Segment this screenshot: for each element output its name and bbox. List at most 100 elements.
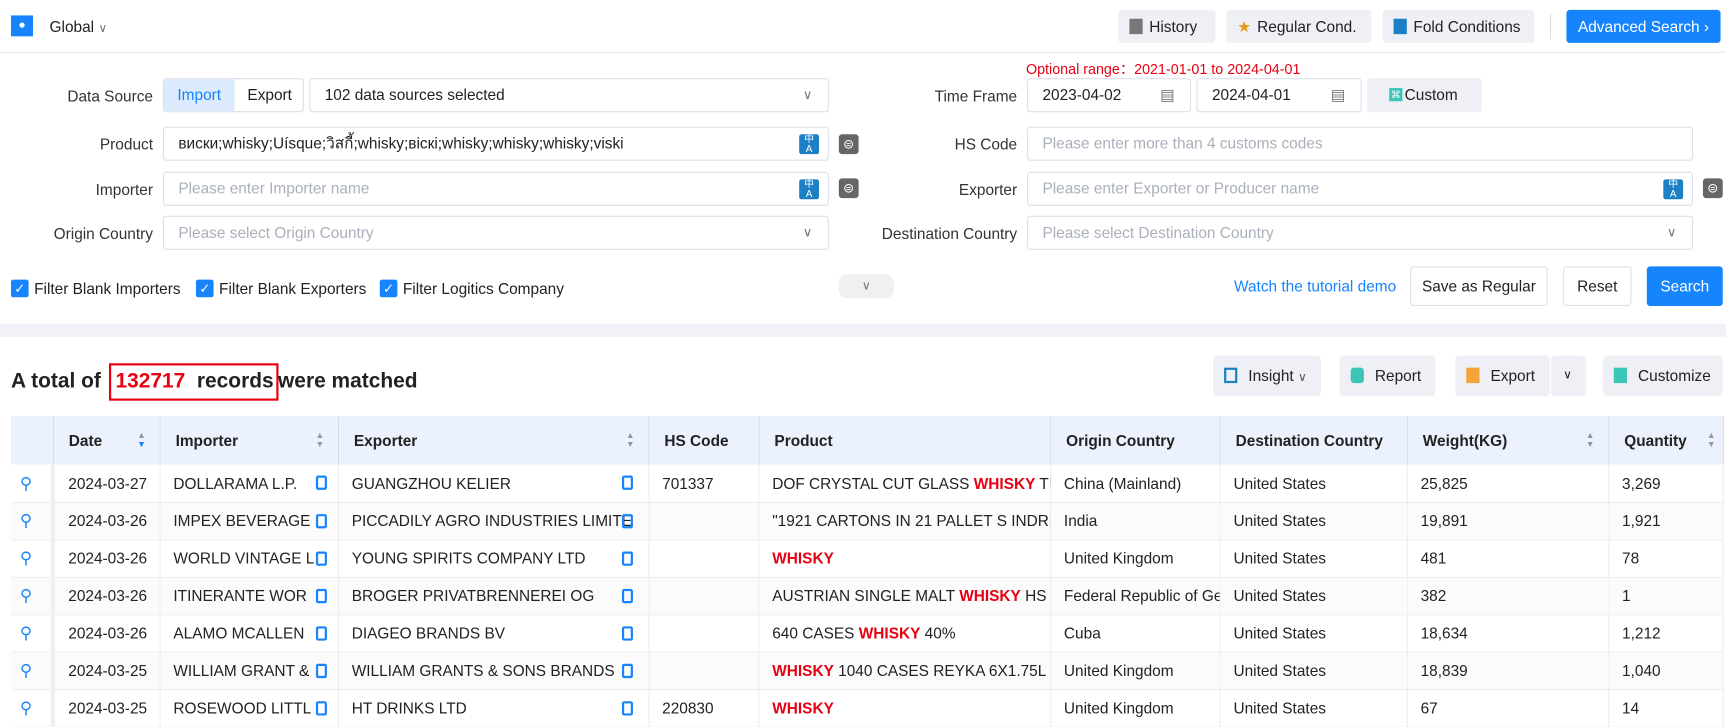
copy-icon[interactable]	[315, 550, 327, 566]
exporter-name[interactable]: PICCADILY AGRO INDUSTRIES LIMITE	[351, 511, 633, 530]
custom-button[interactable]: ⌘ Custom	[1367, 78, 1482, 113]
save-as-regular-button[interactable]: Save as Regular	[1410, 266, 1548, 307]
date-from-input[interactable]: 2023-04-02 ▤	[1027, 78, 1192, 113]
copy-icon[interactable]	[621, 588, 633, 603]
search-icon[interactable]: ⚲	[19, 511, 32, 531]
cell-exporter[interactable]: BROGER PRIVATBRENNEREI OG	[337, 576, 649, 615]
search-detail-icon[interactable]: ⊜	[838, 178, 859, 199]
search-icon[interactable]: ⚲	[19, 549, 32, 569]
region-selector[interactable]: Global ∨	[50, 18, 108, 36]
insight-button[interactable]: Insight ∨	[1213, 355, 1321, 397]
table-row[interactable]: ⚲ 2024-03-26 IMPEX BEVERAGE PICCADILY AG…	[11, 501, 1724, 540]
sort-icon[interactable]: ▲ ▼	[315, 430, 325, 450]
table-row[interactable]: ⚲ 2024-03-26 ITINERANTE WOR BROGER PRIVA…	[11, 576, 1724, 615]
exporter-name[interactable]: DIAGEO BRANDS BV	[351, 624, 506, 642]
search-icon[interactable]: ⚲	[19, 586, 32, 606]
column-date[interactable]: Date ▲ ▼	[52, 416, 161, 465]
sort-icon[interactable]: ▲ ▼	[1706, 430, 1716, 450]
search-detail-icon[interactable]: ⊜	[838, 134, 859, 155]
importer-name[interactable]: ITINERANTE WOR	[173, 586, 307, 605]
importer-name[interactable]: IMPEX BEVERAGE	[173, 511, 311, 530]
copy-icon[interactable]	[315, 625, 327, 641]
cell-importer[interactable]: DOLLARAMA L.P.	[159, 464, 339, 503]
cell-exporter[interactable]: PICCADILY AGRO INDUSTRIES LIMITE	[337, 501, 649, 540]
table-row[interactable]: ⚲ 2024-03-26 ALAMO MCALLEN DIAGEO BRANDS…	[11, 614, 1724, 653]
copy-icon[interactable]	[621, 475, 633, 490]
report-button[interactable]: Report	[1339, 355, 1436, 397]
copy-icon[interactable]	[315, 475, 327, 490]
exporter-name[interactable]: GUANGZHOU KELIER	[351, 474, 511, 492]
copy-icon[interactable]	[621, 700, 633, 715]
importer-name[interactable]: DOLLARAMA L.P.	[173, 474, 298, 492]
cell-importer[interactable]: ROSEWOOD LITTL	[159, 689, 339, 727]
export-tab[interactable]: Export	[247, 85, 292, 104]
column-importer[interactable]: Importer ▲ ▼	[159, 416, 339, 465]
expand-toggle[interactable]: ∨	[838, 274, 894, 299]
filter-blank-importers-checkbox[interactable]: ✓	[11, 279, 29, 298]
copy-icon[interactable]	[315, 663, 327, 678]
cell-importer[interactable]: IMPEX BEVERAGE	[159, 501, 339, 540]
filter-logistics-checkbox[interactable]: ✓	[379, 279, 398, 298]
cell-exporter[interactable]: YOUNG SPIRITS COMPANY LTD	[337, 539, 649, 578]
copy-icon[interactable]	[315, 513, 327, 528]
copy-icon[interactable]	[315, 588, 327, 603]
import-tab[interactable]: Import	[164, 79, 235, 112]
exporter-input[interactable]: Please enter Exporter or Producer name 中 A	[1027, 171, 1694, 206]
fold-conditions-button[interactable]: Fold Conditions	[1382, 9, 1535, 43]
customize-button[interactable]: Customize	[1602, 355, 1723, 397]
date-to-input[interactable]: 2024-04-01 ▤	[1196, 78, 1362, 113]
tutorial-link[interactable]: Watch the tutorial demo	[1233, 277, 1397, 296]
product-input[interactable]: виски;whisky;Uísque;วิสกี้;whisky;віскі;…	[162, 126, 829, 161]
exporter-name[interactable]: YOUNG SPIRITS COMPANY LTD	[351, 549, 586, 567]
sort-icon[interactable]: ▲ ▼	[625, 430, 635, 450]
copy-icon[interactable]	[621, 625, 633, 641]
cell-importer[interactable]: ALAMO MCALLEN	[159, 614, 339, 653]
data-sources-select[interactable]: 102 data sources selected ∨	[309, 78, 829, 113]
filter-blank-exporters-checkbox[interactable]: ✓	[195, 279, 214, 298]
cell-exporter[interactable]: WILLIAM GRANTS & SONS BRANDS	[337, 651, 649, 690]
copy-icon[interactable]	[621, 513, 633, 528]
export-button[interactable]: Export	[1455, 355, 1550, 397]
history-button[interactable]: History	[1118, 9, 1216, 43]
reset-button[interactable]: Reset	[1563, 266, 1632, 307]
copy-icon[interactable]	[315, 700, 327, 715]
importer-name[interactable]: ALAMO MCALLEN	[173, 624, 305, 642]
cell-exporter[interactable]: DIAGEO BRANDS BV	[337, 614, 649, 653]
export-dropdown[interactable]: ∨	[1551, 355, 1587, 397]
regular-cond-button[interactable]: ★ Regular Cond.	[1226, 9, 1372, 43]
table-row[interactable]: ⚲ 2024-03-25 WILLIAM GRANT & WILLIAM GRA…	[11, 651, 1724, 690]
importer-name[interactable]: ROSEWOOD LITTL	[173, 699, 312, 717]
column-quantity[interactable]: Quantity ▲ ▼	[1608, 416, 1724, 465]
importer-name[interactable]: WILLIAM GRANT &	[173, 661, 310, 680]
table-row[interactable]: ⚲ 2024-03-25 ROSEWOOD LITTL HT DRINKS LT…	[11, 689, 1724, 727]
search-icon[interactable]: ⚲	[19, 699, 32, 718]
column-exporter[interactable]: Exporter ▲ ▼	[337, 416, 649, 465]
origin-country-select[interactable]: Please select Origin Country ∨	[162, 215, 829, 250]
cell-importer[interactable]: ITINERANTE WOR	[159, 576, 339, 615]
exporter-name[interactable]: BROGER PRIVATBRENNEREI OG	[351, 586, 595, 605]
search-icon[interactable]: ⚲	[19, 474, 32, 493]
search-icon[interactable]: ⚲	[19, 624, 32, 643]
search-icon[interactable]: ⚲	[19, 661, 32, 681]
importer-input[interactable]: Please enter Importer name 中 A	[162, 171, 829, 206]
search-button[interactable]: Search	[1646, 266, 1723, 307]
table-row[interactable]: ⚲ 2024-03-27 DOLLARAMA L.P. GUANGZHOU KE…	[11, 464, 1724, 503]
exporter-name[interactable]: HT DRINKS LTD	[351, 699, 467, 717]
destination-country-select[interactable]: Please select Destination Country ∨	[1027, 215, 1694, 250]
cell-importer[interactable]: WORLD VINTAGE L	[159, 539, 339, 578]
copy-icon[interactable]	[621, 550, 633, 566]
hs-code-input[interactable]: Please enter more than 4 customs codes	[1027, 126, 1694, 161]
exporter-name[interactable]: WILLIAM GRANTS & SONS BRANDS	[351, 661, 615, 680]
importer-name[interactable]: WORLD VINTAGE L	[173, 549, 315, 567]
cell-exporter[interactable]: GUANGZHOU KELIER	[337, 464, 649, 503]
column-weight[interactable]: Weight(KG) ▲ ▼	[1406, 416, 1609, 465]
search-detail-icon[interactable]: ⊜	[1702, 178, 1723, 199]
advanced-search-button[interactable]: Advanced Search ›	[1566, 9, 1721, 43]
sort-icon[interactable]: ▲ ▼	[1585, 430, 1595, 450]
copy-icon[interactable]	[621, 663, 633, 678]
cell-importer[interactable]: WILLIAM GRANT &	[159, 651, 339, 690]
cell-exporter[interactable]: HT DRINKS LTD	[337, 689, 649, 727]
